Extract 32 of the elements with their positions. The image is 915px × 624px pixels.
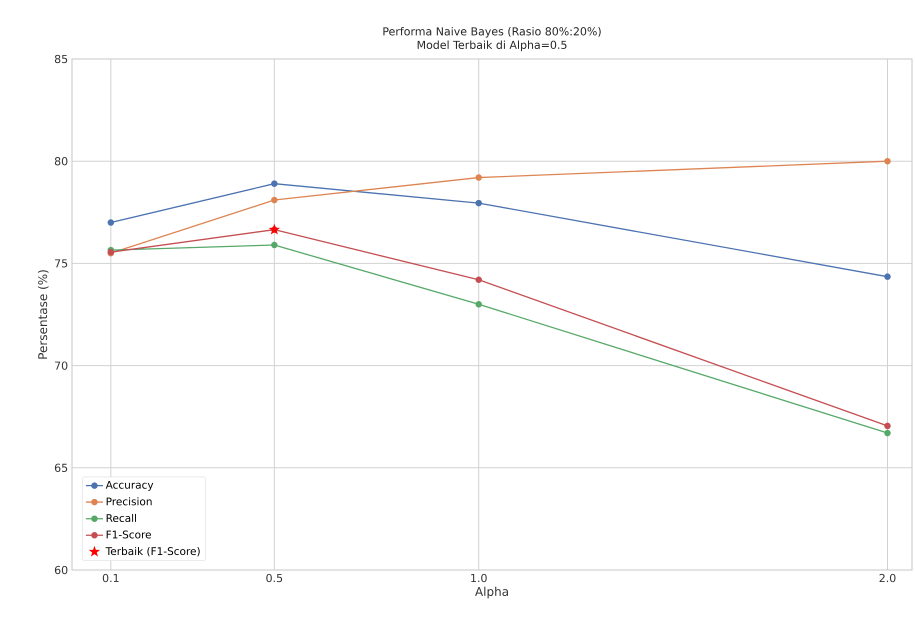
point [884, 273, 891, 280]
legend-label: Terbaik (F1-Score) [106, 546, 200, 556]
y-axis-title: Persentase (%) [38, 270, 49, 359]
y-tick-label: 80 [54, 157, 68, 166]
chart-title: Performa Naive Bayes (Rasio 80%:20%) [383, 26, 601, 38]
legend-label: F1-Score [106, 530, 152, 538]
y-tick-label: 65 [54, 464, 68, 472]
y-tick-label: 60 [54, 566, 68, 574]
legend-label: Recall [106, 514, 136, 522]
x-tick-label: 0.1 [102, 574, 119, 582]
point [475, 276, 482, 283]
x-tick-label: 2.0 [880, 574, 896, 582]
point [268, 224, 280, 235]
y-tick-label: 75 [55, 259, 68, 268]
point [271, 242, 278, 248]
point [475, 174, 482, 181]
point [884, 430, 891, 436]
y-tick-label: 70 [55, 361, 68, 370]
point [271, 196, 278, 204]
point [475, 301, 482, 308]
x-tick-label: 0.5 [266, 574, 282, 582]
chart-subtitle: Model Terbaik di Alpha=0.5 [418, 40, 566, 52]
x-tick-label: 1.0 [471, 574, 487, 582]
legend-label: Accuracy [106, 480, 154, 491]
legend-label: Precision [106, 497, 152, 506]
point [884, 422, 891, 430]
point [884, 158, 891, 164]
x-axis-title: Alpha [475, 586, 508, 598]
point [271, 180, 278, 187]
y-tick-label: 85 [54, 54, 68, 64]
point [475, 200, 482, 206]
point [108, 219, 114, 226]
